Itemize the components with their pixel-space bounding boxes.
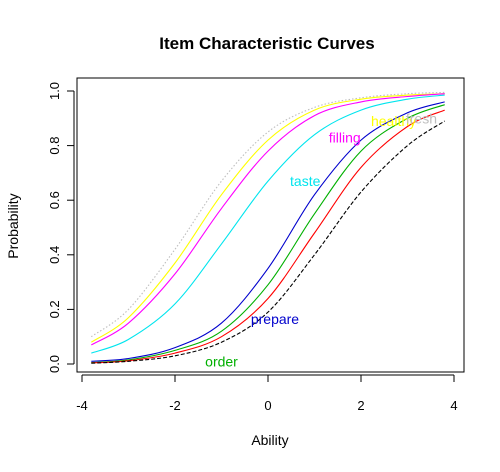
y-axis: 0.0 0.2 0.4 0.6 0.8 1.0 bbox=[47, 82, 75, 373]
y-tick-label: 0.6 bbox=[47, 191, 62, 209]
curve-label-prepare: prepare bbox=[251, 311, 299, 327]
x-axis: -4 -2 0 2 4 bbox=[76, 374, 458, 413]
x-tick-label: 2 bbox=[357, 398, 364, 413]
plot-frame bbox=[76, 77, 465, 373]
y-tick-label: 0.2 bbox=[47, 300, 62, 318]
curve-series-8 bbox=[91, 120, 446, 364]
curve-order bbox=[91, 104, 445, 364]
chart-title: Item Characteristic Curves bbox=[159, 34, 374, 53]
y-tick-label: 0.8 bbox=[47, 137, 62, 155]
curves bbox=[90, 91, 446, 364]
x-tick-label: 0 bbox=[264, 398, 271, 413]
x-tick-label: 4 bbox=[450, 398, 457, 413]
x-tick-label: -2 bbox=[169, 398, 181, 413]
y-tick-label: 0.4 bbox=[47, 246, 62, 264]
y-axis-title: Probability bbox=[5, 193, 21, 258]
curve-filling bbox=[91, 93, 445, 346]
curve-series-1 bbox=[90, 91, 445, 338]
curve-label-healthy: healthy bbox=[371, 113, 416, 129]
curve-label-order: order bbox=[205, 353, 238, 369]
curve-taste bbox=[91, 94, 445, 354]
curve-label-filling: filling bbox=[329, 129, 361, 145]
curve-prepare bbox=[91, 101, 445, 362]
curve-series-2 bbox=[90, 93, 445, 343]
x-tick-label: -4 bbox=[76, 398, 88, 413]
curve-label-taste: taste bbox=[290, 173, 321, 189]
y-tick-label: 0.0 bbox=[47, 355, 62, 373]
x-axis-title: Ability bbox=[251, 432, 288, 448]
y-tick-label: 1.0 bbox=[47, 82, 62, 100]
curve-series-7 bbox=[91, 109, 445, 364]
curve-label-fresh: fresh bbox=[406, 110, 437, 126]
